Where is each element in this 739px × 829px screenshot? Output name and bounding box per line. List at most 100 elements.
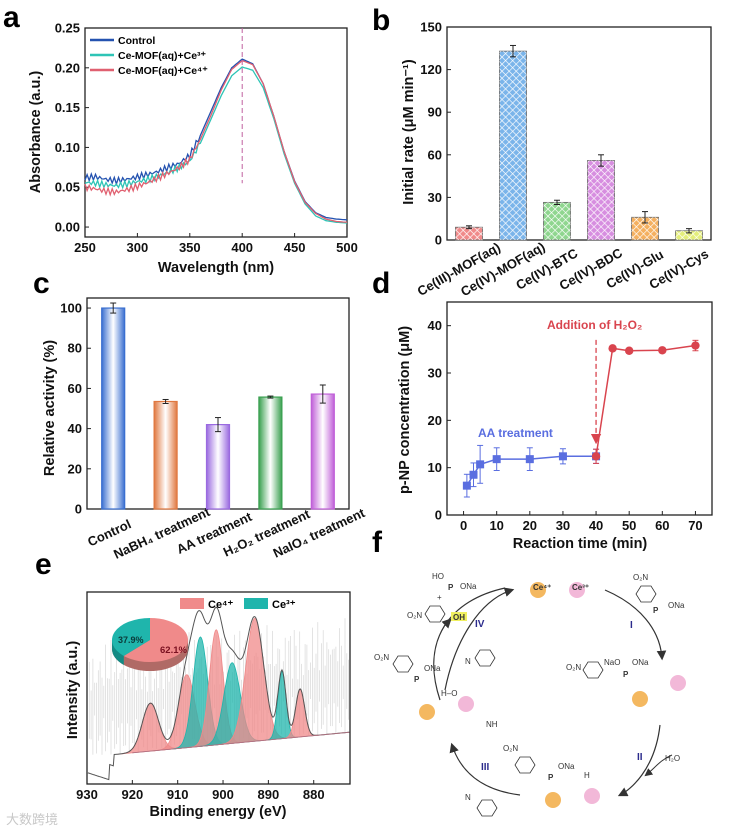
nitro-label-product: O₂N [407, 611, 422, 620]
chart-a-ytick-label: 0.10 [55, 140, 80, 155]
nitro-label-bottom: O₂N [503, 744, 518, 753]
bottom-water-h: H [584, 771, 590, 780]
data-point [608, 344, 617, 353]
chart-d-xtick-label: 10 [489, 518, 503, 533]
ce3-label: Ce³⁺ [572, 583, 589, 592]
amine-n: N [465, 657, 471, 666]
data-point [558, 452, 567, 461]
watermark: 大数跨境 [6, 812, 58, 827]
bottom-ona: ONa [558, 762, 575, 771]
hydroxyl-label: OH [453, 613, 465, 622]
series-line-0 [84, 58, 348, 221]
chart-a-xlabel: Wavelength (nm) [158, 260, 274, 276]
pie-label-ce4: 62.1% [160, 645, 187, 656]
panel-label-f: f [372, 526, 383, 559]
data-point [591, 452, 601, 461]
left-water: H–O [441, 689, 457, 698]
chart-d-xtick-label: 40 [589, 518, 603, 533]
series-line-1 [84, 66, 348, 224]
nitro-label-substrate: O₂N [633, 573, 648, 582]
product-release-arrow [441, 618, 452, 629]
chart-a-ytick-label: 0.15 [55, 100, 80, 115]
chart-a-xtick-label: 450 [284, 240, 306, 255]
ce4-sphere-left [419, 704, 435, 720]
chart-d-ylabel: p-NP concentration (μM) [397, 326, 413, 494]
chart-d-ytick-label: 10 [428, 460, 442, 475]
data-point [476, 460, 485, 469]
chart-a-xtick-label: 350 [179, 240, 201, 255]
benzene-ring-right [582, 661, 604, 679]
panel-label-e: e [35, 548, 52, 581]
panel-label-b: b [372, 4, 390, 37]
benzene-ring-bottom [514, 756, 536, 774]
chart-d-xtick-label: 50 [622, 518, 636, 533]
data-point [462, 481, 471, 490]
panel-label-c: c [33, 267, 50, 300]
series-line-1 [595, 344, 696, 457]
chart-b-ytick-label: 120 [420, 62, 442, 77]
left-ona: ONa [424, 664, 441, 673]
chart-a-ytick-label: 0.05 [55, 180, 80, 195]
chart-e-xtick-label: 930 [76, 787, 98, 802]
data-point [525, 455, 534, 464]
chart-a-ytick-label: 0.00 [55, 220, 80, 235]
bar [310, 393, 335, 510]
chart-d-xtick-label: 60 [655, 518, 669, 533]
chart-e-frame [86, 591, 351, 785]
chart-a-xtick-label: 500 [336, 240, 358, 255]
chart-c-ytick-label: 80 [68, 341, 82, 356]
panel-label-a: a [3, 1, 20, 34]
chart-e-xtick-label: 910 [167, 787, 189, 802]
benzene-ring-product [424, 605, 446, 623]
chart-a-ytick-label: 0.25 [55, 21, 80, 36]
chart-d-ytick-label: 0 [435, 508, 442, 523]
bar [153, 400, 178, 510]
data-point [624, 346, 634, 355]
chart-d-frame [446, 301, 713, 516]
bar [205, 424, 231, 510]
chart-a: 0.00 0.05 0.10 0.15 0.20 0.25 250 300 350 400 450 5… [55, 21, 358, 256]
bar-hatch [455, 227, 483, 240]
benzene-ring-left [392, 655, 414, 673]
ce4-label: Ce⁴⁺ [533, 583, 551, 592]
bar-hatch [587, 160, 615, 240]
chart-e: 930 920 910 900 890 880 [76, 591, 351, 802]
annotation-aa-treatment: AA treatment [478, 426, 553, 440]
bar [101, 307, 126, 510]
legend-label-0: Control [118, 35, 155, 47]
chart-b-ylabel: Initial rate (μM min⁻¹) [401, 59, 417, 205]
benzene-ring-substrate [635, 585, 657, 603]
chart-c-ytick-label: 0 [75, 502, 82, 517]
ce3-sphere-left [458, 696, 474, 712]
water-in-arrow [644, 754, 673, 777]
chart-a-frame [84, 27, 348, 238]
ce4-sphere-bottom [545, 792, 561, 808]
chart-b-ytick-label: 150 [420, 20, 442, 35]
phosphate-p: P [448, 583, 454, 592]
chart-a-ylabel: Absorbance (a.u.) [28, 71, 44, 194]
chart-a-xtick-label: 300 [127, 240, 149, 255]
chart-d-ytick-label: 30 [428, 366, 442, 381]
bar-hatch [543, 202, 571, 240]
chart-e-xtick-label: 900 [212, 787, 234, 802]
chart-d-ytick-label: 40 [428, 318, 442, 333]
substrate-p: P [653, 606, 659, 615]
legend-swatch-ce3 [244, 598, 268, 609]
phosphate-ona: ONa [460, 582, 477, 591]
chart-d-xlabel: Reaction time (min) [513, 536, 648, 552]
chart-b-ytick-label: 30 [428, 190, 442, 205]
left-p: P [414, 675, 420, 684]
legend-label-2: Ce-MOF(aq)+Ce⁴⁺ [118, 65, 208, 77]
legend-label-ce4: Ce⁴⁺ [208, 599, 234, 611]
ce3-sphere-bottom [584, 788, 600, 804]
legend-swatch-ce4 [180, 598, 204, 609]
bar-hatch [499, 51, 527, 240]
chart-b-frame [446, 26, 712, 241]
pie-label-ce3: 37.9% [118, 635, 144, 645]
cyclohexyl-amine-bottom [476, 799, 498, 817]
left-nh: NH [486, 720, 498, 729]
bar-hatch [675, 230, 703, 240]
cycle-arrow-iii [449, 742, 521, 796]
chart-d-xtick-label: 0 [460, 518, 467, 533]
substrate-ona: ONa [668, 601, 685, 610]
